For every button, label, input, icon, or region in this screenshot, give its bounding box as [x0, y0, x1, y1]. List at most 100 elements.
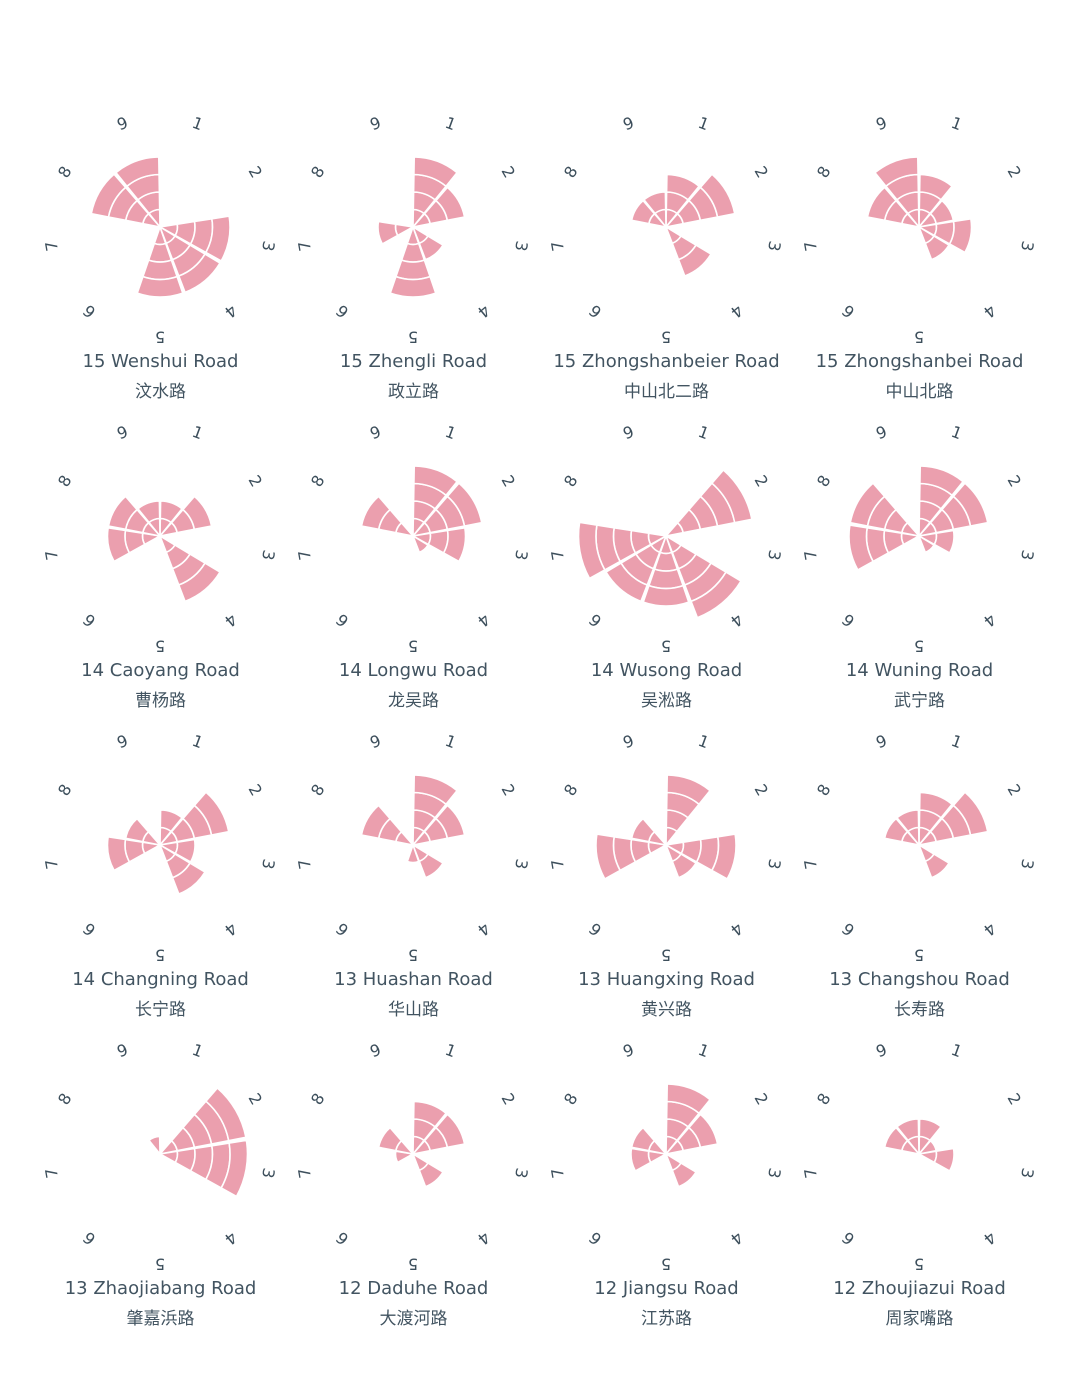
petal-segment-dir-7 [106, 835, 131, 872]
petal-segment-dir-5 [395, 259, 431, 281]
direction-label: 7 [41, 857, 61, 870]
petal-segment-dir-7 [106, 526, 131, 563]
petal-segment-dir-2 [435, 1113, 466, 1149]
rose-plot: 1 2 3 4 5 6 7 8 9 [800, 422, 1037, 656]
direction-label: 7 [41, 548, 61, 561]
direction-label: 6 [585, 919, 605, 940]
direction-label: 1 [443, 731, 459, 752]
petal-segment-dir-2 [182, 495, 213, 531]
petal-segment-dir-2 [699, 173, 736, 218]
petal-segment-dir-3 [933, 1147, 955, 1172]
road-name-en: 14 Wuning Road [845, 660, 994, 681]
petal-segment-dir-2 [952, 482, 989, 527]
direction-label: 1 [190, 731, 206, 752]
petal-segment-dir-4 [671, 853, 697, 879]
direction-label: 6 [332, 301, 352, 322]
direction-label: 4 [980, 919, 1000, 940]
rose-chart: 1 2 3 4 5 6 7 8 9 15 Zhengli Road 政立路 [287, 105, 540, 414]
direction-label: 4 [221, 610, 241, 631]
direction-label: 3 [764, 548, 784, 561]
direction-label: 6 [838, 919, 858, 940]
petal-segment-dir-7 [848, 524, 874, 571]
rose-chart: 1 2 3 4 5 6 7 8 9 12 Jiangsu Road 江苏路 [540, 1032, 793, 1341]
petal-segment-dir-1 [918, 791, 953, 819]
direction-label: 5 [408, 637, 418, 656]
petal-segment-dir-4 [924, 853, 950, 879]
direction-label: 7 [294, 857, 314, 870]
petal-segment-dir-8 [630, 1126, 656, 1152]
direction-label: 2 [750, 163, 772, 181]
petal-segment-dir-4 [671, 1162, 697, 1188]
rose-chart: 1 2 3 4 5 6 7 8 9 12 Zhoujiazui Road 周家嘴路 [793, 1032, 1046, 1341]
direction-label: 5 [914, 637, 924, 656]
direction-label: 4 [221, 301, 241, 322]
direction-label: 8 [54, 781, 76, 799]
direction-label: 8 [560, 163, 582, 181]
petal-segment-dir-8 [360, 804, 391, 840]
direction-label: 8 [307, 1090, 329, 1108]
direction-label: 4 [474, 301, 494, 322]
direction-label: 4 [727, 301, 747, 322]
direction-label: 8 [54, 472, 76, 490]
direction-label: 5 [408, 328, 418, 347]
direction-label: 5 [914, 328, 924, 347]
direction-label: 7 [800, 1166, 820, 1179]
petal-segment-dir-4 [178, 562, 221, 603]
petal-segment-dir-3 [205, 215, 231, 262]
rose-plot: 1 2 3 4 5 6 7 8 9 [294, 1040, 531, 1274]
road-name-zh: 政立路 [388, 382, 439, 402]
petal-segment-dir-2 [435, 804, 466, 840]
petal-segment-dir-1 [665, 173, 700, 201]
direction-label: 5 [408, 946, 418, 965]
petal-segment-dir-4 [412, 535, 429, 554]
petal-segment-dir-8 [360, 495, 391, 531]
direction-label: 8 [307, 472, 329, 490]
direction-label: 9 [873, 113, 889, 134]
direction-label: 2 [750, 472, 772, 490]
direction-label: 9 [367, 1040, 383, 1061]
direction-label: 6 [332, 1228, 352, 1249]
direction-label: 9 [620, 422, 636, 443]
petal-segment-dir-9 [896, 1118, 920, 1142]
direction-label: 4 [221, 919, 241, 940]
rose-plot: 1 2 3 4 5 6 7 8 9 [41, 113, 278, 347]
road-name-en: 15 Wenshui Road [82, 351, 239, 372]
direction-label: 2 [497, 472, 519, 490]
road-name-en: 12 Zhoujiazui Road [833, 1278, 1006, 1299]
petal-segment-dir-1 [413, 774, 458, 805]
direction-label: 3 [258, 239, 278, 252]
direction-label: 2 [244, 163, 266, 181]
direction-label: 2 [1003, 163, 1025, 181]
petal-segment-dir-9 [137, 500, 161, 524]
petal-segment-dir-9 [643, 191, 667, 215]
direction-label: 3 [258, 548, 278, 561]
direction-label: 9 [620, 731, 636, 752]
petal-segment-dir-4 [418, 853, 444, 879]
direction-label: 6 [332, 610, 352, 631]
direction-label: 9 [873, 731, 889, 752]
direction-label: 9 [114, 422, 130, 443]
direction-label: 3 [511, 548, 531, 561]
petal-segment-dir-8 [883, 817, 909, 843]
direction-label: 1 [190, 1040, 206, 1061]
direction-label: 5 [661, 328, 671, 347]
petal-segment-dir-8 [849, 482, 886, 527]
rose-plot: 1 2 3 4 5 6 7 8 9 [41, 731, 278, 965]
direction-label: 7 [800, 857, 820, 870]
petal-segment-dir-1 [159, 809, 183, 833]
direction-label: 3 [1017, 1166, 1037, 1179]
road-name-zh: 曹杨路 [135, 691, 186, 711]
direction-label: 4 [980, 610, 1000, 631]
petal-segment-dir-4 [924, 235, 950, 261]
direction-label: 7 [41, 239, 61, 252]
direction-label: 9 [114, 1040, 130, 1061]
petal-segment-dir-3 [918, 1150, 938, 1164]
direction-label: 5 [661, 946, 671, 965]
rose-plot: 1 2 3 4 5 6 7 8 9 [800, 113, 1037, 347]
direction-label: 4 [474, 610, 494, 631]
road-name-zh: 汶水路 [135, 382, 186, 402]
direction-label: 7 [547, 857, 567, 870]
rose-chart: 1 2 3 4 5 6 7 8 9 15 Wenshui Road 汶水路 [34, 105, 287, 414]
petal-segment-dir-4 [178, 253, 221, 294]
direction-label: 7 [800, 548, 820, 561]
